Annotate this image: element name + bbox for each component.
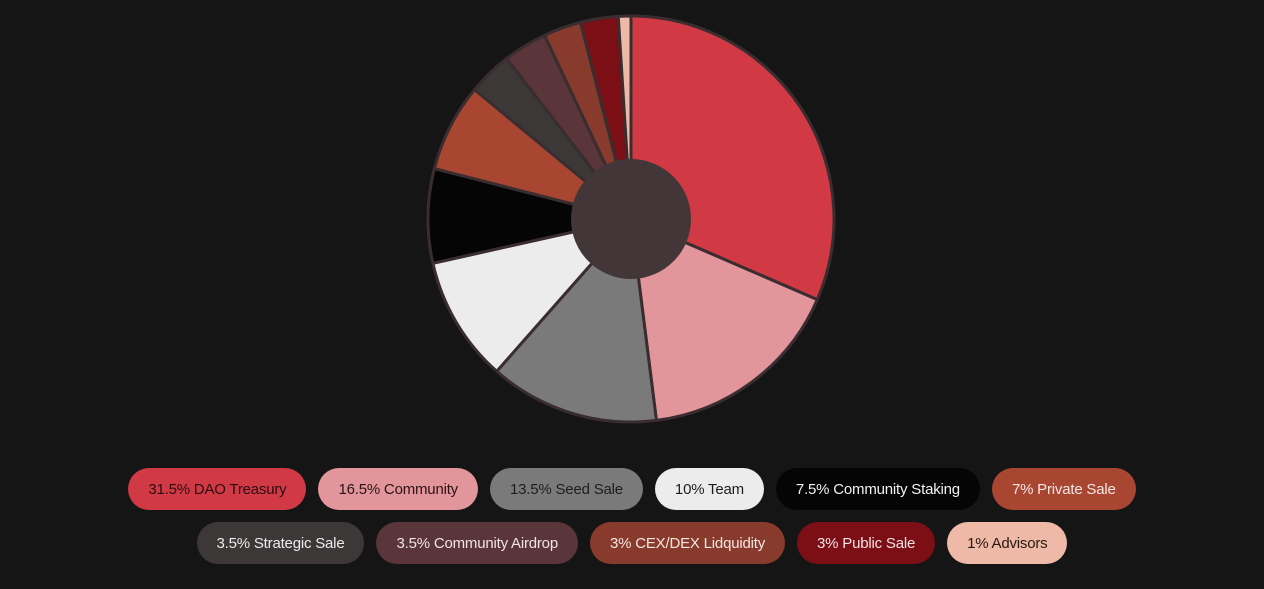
pie-slice-community-staking[interactable]: [426, 167, 633, 265]
pie-chart: [426, 14, 836, 424]
legend-item-community-staking[interactable]: 7.5% Community Staking: [775, 468, 980, 510]
legend-item-advisors[interactable]: 1% Advisors: [947, 522, 1068, 564]
legend-item-team[interactable]: 10% Team: [654, 468, 764, 510]
legend-row-2: 3.5% Strategic Sale 3.5% Community Airdro…: [0, 522, 1264, 564]
pie-slice-team[interactable]: [431, 217, 633, 373]
legend-item-dao-treasury[interactable]: 31.5% DAO Treasury: [128, 468, 307, 510]
legend-item-private-sale[interactable]: 7% Private Sale: [991, 468, 1136, 510]
legend-item-cex-dex-lidquidity[interactable]: 3% CEX/DEX Lidquidity: [589, 522, 786, 564]
legend-item-community-airdrop[interactable]: 3.5% Community Airdrop: [376, 522, 578, 564]
pie-center-hole: [571, 159, 691, 279]
legend-row-1: 31.5% DAO Treasury 16.5% Community 13.5% S…: [0, 468, 1264, 510]
pie-slice-community[interactable]: [629, 217, 819, 422]
legend-item-community[interactable]: 16.5% Community: [318, 468, 478, 510]
legend-item-strategic-sale[interactable]: 3.5% Strategic Sale: [196, 522, 365, 564]
legend-item-public-sale[interactable]: 3% Public Sale: [797, 522, 936, 564]
legend-item-seed-sale[interactable]: 13.5% Seed Sale: [490, 468, 643, 510]
